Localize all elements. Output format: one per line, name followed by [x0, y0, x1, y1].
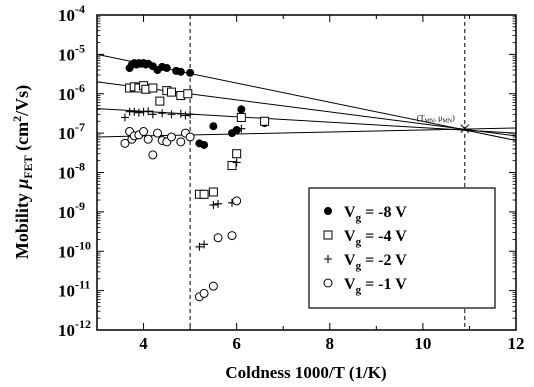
point-series-1	[200, 140, 209, 149]
point-series-1	[232, 126, 241, 135]
point-series-4	[232, 196, 242, 206]
point-series-3	[214, 199, 223, 208]
legend-label: Vg = -1 V	[344, 276, 407, 296]
point-series-3	[209, 200, 218, 209]
point-series-4	[227, 231, 237, 241]
point-series-2	[232, 149, 242, 159]
point-series-2	[260, 116, 270, 126]
legend-label: Vg = -4 V	[344, 228, 407, 248]
point-series-2	[183, 89, 193, 99]
point-series-3	[167, 110, 176, 119]
point-series-4	[199, 288, 209, 298]
point-series-3	[134, 108, 143, 117]
y-tick-label: 10-11	[58, 278, 90, 301]
legend-box	[308, 187, 496, 309]
y-tick-label: 10-12	[58, 317, 91, 340]
point-series-2	[155, 96, 165, 106]
point-series-2	[148, 83, 158, 93]
point-series-4	[139, 126, 149, 136]
point-series-2	[227, 161, 237, 171]
crossing-marker	[460, 124, 470, 133]
point-series-4	[166, 132, 176, 142]
crossing-label: (TMN, μMN)	[417, 114, 455, 125]
point-series-4	[148, 150, 158, 160]
point-series-1	[176, 67, 185, 76]
point-series-4	[185, 132, 195, 142]
y-tick-label: 10-6	[58, 81, 85, 104]
fit-line-4	[96, 127, 517, 138]
point-series-3	[195, 242, 204, 251]
point-series-2	[199, 189, 209, 199]
x-axis-ticks: 4 6 8 10 12	[96, 15, 525, 353]
y-axis-ticks: 10-4 10-5 10-6 10-7 10-8 10-9 10-10 10-11 10-12	[58, 2, 516, 340]
point-series-3	[144, 107, 153, 116]
point-series-1	[162, 64, 171, 73]
point-series-4	[176, 137, 186, 147]
point-series-2	[166, 87, 176, 97]
point-series-3	[148, 110, 157, 119]
point-series-3	[176, 109, 185, 118]
x-tick-label: 10	[414, 334, 431, 353]
fit-line-2	[96, 81, 517, 137]
point-series-3	[200, 240, 209, 249]
y-tick-label: 10-8	[58, 160, 85, 183]
point-series-4	[143, 134, 153, 144]
point-series-2	[208, 187, 218, 197]
y-tick-label: 10-9	[58, 199, 85, 222]
x-tick-label: 8	[326, 334, 335, 353]
data-points	[120, 59, 270, 302]
y-axis-title: Mobility μFET (cm2/Vs)	[10, 85, 35, 259]
point-series-3	[237, 124, 246, 133]
legend-marker	[323, 230, 333, 240]
point-series-3	[181, 111, 190, 120]
y-tick-label: 10-7	[58, 120, 85, 143]
point-series-1	[237, 105, 246, 114]
x-tick-label: 4	[139, 334, 148, 353]
legend-marker	[324, 207, 332, 215]
crossing-annotation: (TMN, μMN)	[417, 114, 470, 133]
point-series-3	[130, 107, 139, 116]
point-series-3	[186, 110, 195, 119]
point-series-4	[208, 281, 218, 291]
point-series-1	[186, 68, 195, 77]
x-tick-label: 12	[508, 334, 525, 353]
legend-marker	[323, 278, 333, 288]
legend: Vg = -8 V Vg = -4 V Vg = -2 V Vg = -1 V	[308, 187, 496, 309]
point-series-3	[120, 113, 129, 122]
point-series-4	[213, 233, 223, 243]
y-tick-label: 10-10	[58, 238, 91, 261]
point-series-4	[120, 138, 130, 148]
point-series-3	[232, 158, 241, 167]
point-series-4	[153, 128, 163, 138]
point-series-2	[236, 112, 246, 122]
legend-label: Vg = -2 V	[344, 252, 407, 272]
point-series-1	[209, 122, 218, 131]
point-series-3	[158, 109, 167, 118]
x-tick-label: 6	[232, 334, 241, 353]
x-axis-title: Coldness 1000/T (1/K)	[225, 363, 386, 382]
y-tick-label: 10-4	[58, 2, 85, 25]
y-tick-label: 10-5	[58, 41, 85, 64]
legend-marker	[324, 255, 332, 263]
legend-label: Vg = -8 V	[344, 204, 407, 224]
